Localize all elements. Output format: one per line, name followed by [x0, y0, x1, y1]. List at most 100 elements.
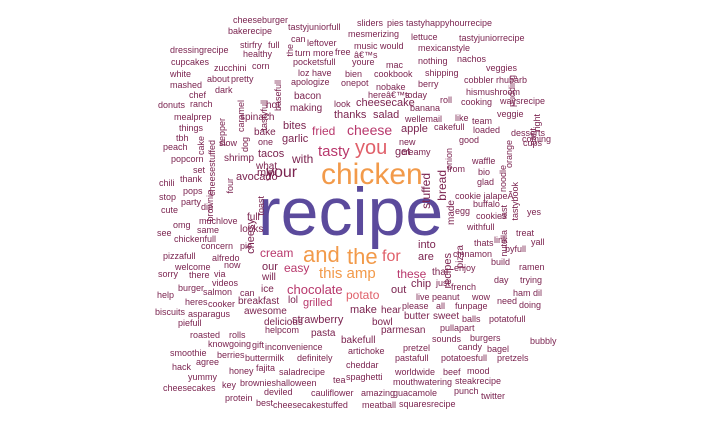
- cloud-word: funpage: [455, 301, 488, 311]
- cloud-word: mexicanstyle: [418, 43, 471, 53]
- cloud-word: ham dil: [513, 288, 543, 298]
- cloud-word: cake: [196, 136, 206, 156]
- cloud-word: knowgoing: [208, 339, 252, 349]
- cloud-word: now: [224, 260, 241, 270]
- cloud-word: sounds: [432, 334, 462, 344]
- cloud-word: gift: [252, 340, 265, 350]
- cloud-word: best: [256, 398, 274, 408]
- cloud-word: music would: [354, 41, 404, 51]
- cloud-word: nutella: [499, 230, 509, 257]
- cloud-word: concern: [201, 241, 234, 251]
- cloud-word: there: [189, 270, 210, 280]
- cloud-word: cinnamon: [453, 249, 493, 259]
- cloud-word: cakefull: [434, 122, 465, 132]
- cloud-word: worldwide: [395, 367, 436, 377]
- cloud-word: waffle: [472, 156, 496, 166]
- cloud-word: coming: [522, 134, 552, 144]
- cloud-word: about: [207, 74, 230, 84]
- cloud-word: that: [432, 267, 449, 278]
- cloud-word: potatofull: [489, 314, 526, 324]
- cloud-word: definitely: [297, 353, 333, 363]
- cloud-word: fajita: [256, 363, 276, 373]
- cloud-word: live peanut: [416, 292, 460, 302]
- cloud-word: popcorn: [171, 154, 204, 164]
- cloud-word: see: [157, 228, 172, 238]
- cloud-word: recipe: [258, 174, 444, 250]
- cloud-word: parmesan: [381, 325, 426, 336]
- cloud-word: yummy: [188, 372, 217, 382]
- cloud-word: tbh: [176, 133, 189, 143]
- cloud-word: nachos: [457, 54, 487, 64]
- cloud-word: tastyjuniorrecipe: [459, 33, 525, 43]
- cloud-word: turn more: [295, 48, 334, 58]
- cloud-word: apple: [401, 123, 428, 135]
- cloud-word: inconvenience: [265, 342, 323, 352]
- cloud-word: mouthwatering: [393, 377, 453, 387]
- cloud-word: can: [240, 288, 255, 298]
- cloud-word: last: [499, 205, 509, 220]
- cloud-word: shrimp: [224, 153, 255, 164]
- cloud-word: cups: [523, 138, 543, 148]
- cloud-word: shipping: [425, 68, 459, 78]
- cloud-word: avocado: [236, 171, 278, 183]
- cloud-word: waysrecipe: [500, 96, 546, 106]
- cloud-word: lol: [288, 295, 299, 306]
- cloud-word: things: [179, 123, 204, 133]
- cloud-word: leftover: [307, 38, 337, 48]
- cloud-word: cheesecake: [356, 97, 415, 109]
- cloud-word: potatoesfull: [441, 353, 488, 363]
- cloud-word: just: [436, 278, 451, 288]
- cloud-word: buttermilk: [245, 353, 285, 363]
- cloud-word: buffalo: [473, 199, 500, 209]
- cloud-word: zucchini: [214, 63, 247, 73]
- cloud-word: stirfry: [240, 40, 262, 50]
- cloud-word: four: [225, 178, 235, 194]
- cloud-word: agree: [196, 357, 220, 367]
- cloud-word: mesmerizing: [348, 29, 400, 39]
- cloud-word: ranch: [190, 99, 213, 109]
- cloud-word: cheesy: [245, 219, 257, 254]
- cloud-word: pizzafull: [163, 251, 196, 261]
- cloud-word: balls: [462, 314, 481, 324]
- cloud-word: day: [494, 275, 509, 285]
- cloud-word: noodle: [498, 165, 508, 193]
- cloud-word: chicken: [321, 158, 423, 191]
- cloud-word: tasty: [318, 143, 350, 160]
- cloud-word: cream: [260, 246, 294, 260]
- cloud-word: roasted: [190, 330, 221, 340]
- cloud-word: for: [382, 248, 401, 265]
- cloud-word: making: [290, 103, 323, 114]
- cloud-word: spinach: [240, 112, 275, 123]
- cloud-word: deviled: [264, 387, 293, 397]
- cloud-word: nobake: [376, 82, 406, 92]
- cloud-word: donuts: [158, 100, 186, 110]
- cloud-word: same: [197, 225, 220, 235]
- cloud-word: grilled: [303, 297, 333, 309]
- cloud-word: will: [262, 272, 276, 283]
- cloud-word: guacamole: [393, 388, 438, 398]
- cloud-word: creamy: [401, 147, 431, 157]
- cloud-word: honey: [229, 366, 254, 376]
- cloud-word: good: [459, 135, 480, 145]
- cloud-word: bites: [283, 120, 307, 132]
- cloud-word: twitter: [481, 391, 506, 401]
- cloud-word: sliders: [357, 18, 384, 28]
- cloud-word: pizza: [455, 245, 466, 269]
- cloud-word: cooker: [208, 299, 236, 309]
- cloud-word: salmon: [203, 287, 233, 297]
- cloud-word: full: [268, 40, 280, 50]
- cloud-word: punch: [454, 386, 479, 396]
- cloud-word: tastyhappyhourrecipe: [406, 18, 493, 28]
- cloud-word: squaresrecipe: [399, 399, 456, 409]
- cloud-word: saladrecipe: [279, 367, 326, 377]
- cloud-word: desserts: [511, 128, 546, 138]
- cloud-word: orange: [504, 140, 514, 169]
- cloud-word: roll: [440, 95, 453, 105]
- cloud-word: tastyjuniorfull: [288, 22, 341, 32]
- cloud-word: pastafull: [395, 353, 429, 363]
- cloud-word: look: [334, 99, 351, 109]
- cloud-word: slow: [219, 138, 238, 148]
- cloud-word: recipes: [442, 253, 454, 289]
- cloud-word: cheeseburger: [233, 15, 289, 25]
- cloud-word: dressingrecipe: [170, 45, 229, 55]
